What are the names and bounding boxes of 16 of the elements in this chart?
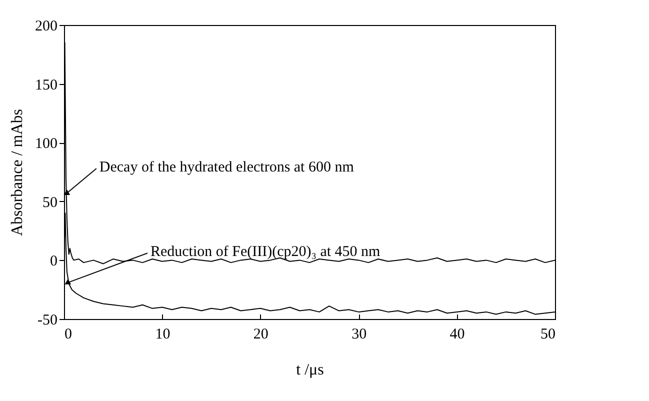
x-tick-label: 10 [155,326,170,342]
x-tick-label: 30 [352,326,367,342]
x-tick-label: 40 [450,326,465,342]
x-tick-label: 0 [64,326,72,342]
annotation: Reduction of Fe(III)(cp20)₃ at 450 nm [150,244,381,260]
y-axis-title: Absorbance / mAbs [9,108,26,236]
y-tick-label: 200 [35,18,58,34]
x-tick-label: 20 [253,326,268,342]
annotation: Decay of the hydrated electrons at 600 nm [99,159,354,176]
y-tick-label: 0 [50,254,58,270]
x-axis-title: t /μs [296,362,324,378]
y-tick-label: 50 [42,194,58,211]
x-tick-label: 50 [540,326,556,342]
y-tick-label: 150 [35,77,58,94]
y-tick-label: 100 [35,136,58,152]
y-tick-label: -50 [38,312,58,328]
